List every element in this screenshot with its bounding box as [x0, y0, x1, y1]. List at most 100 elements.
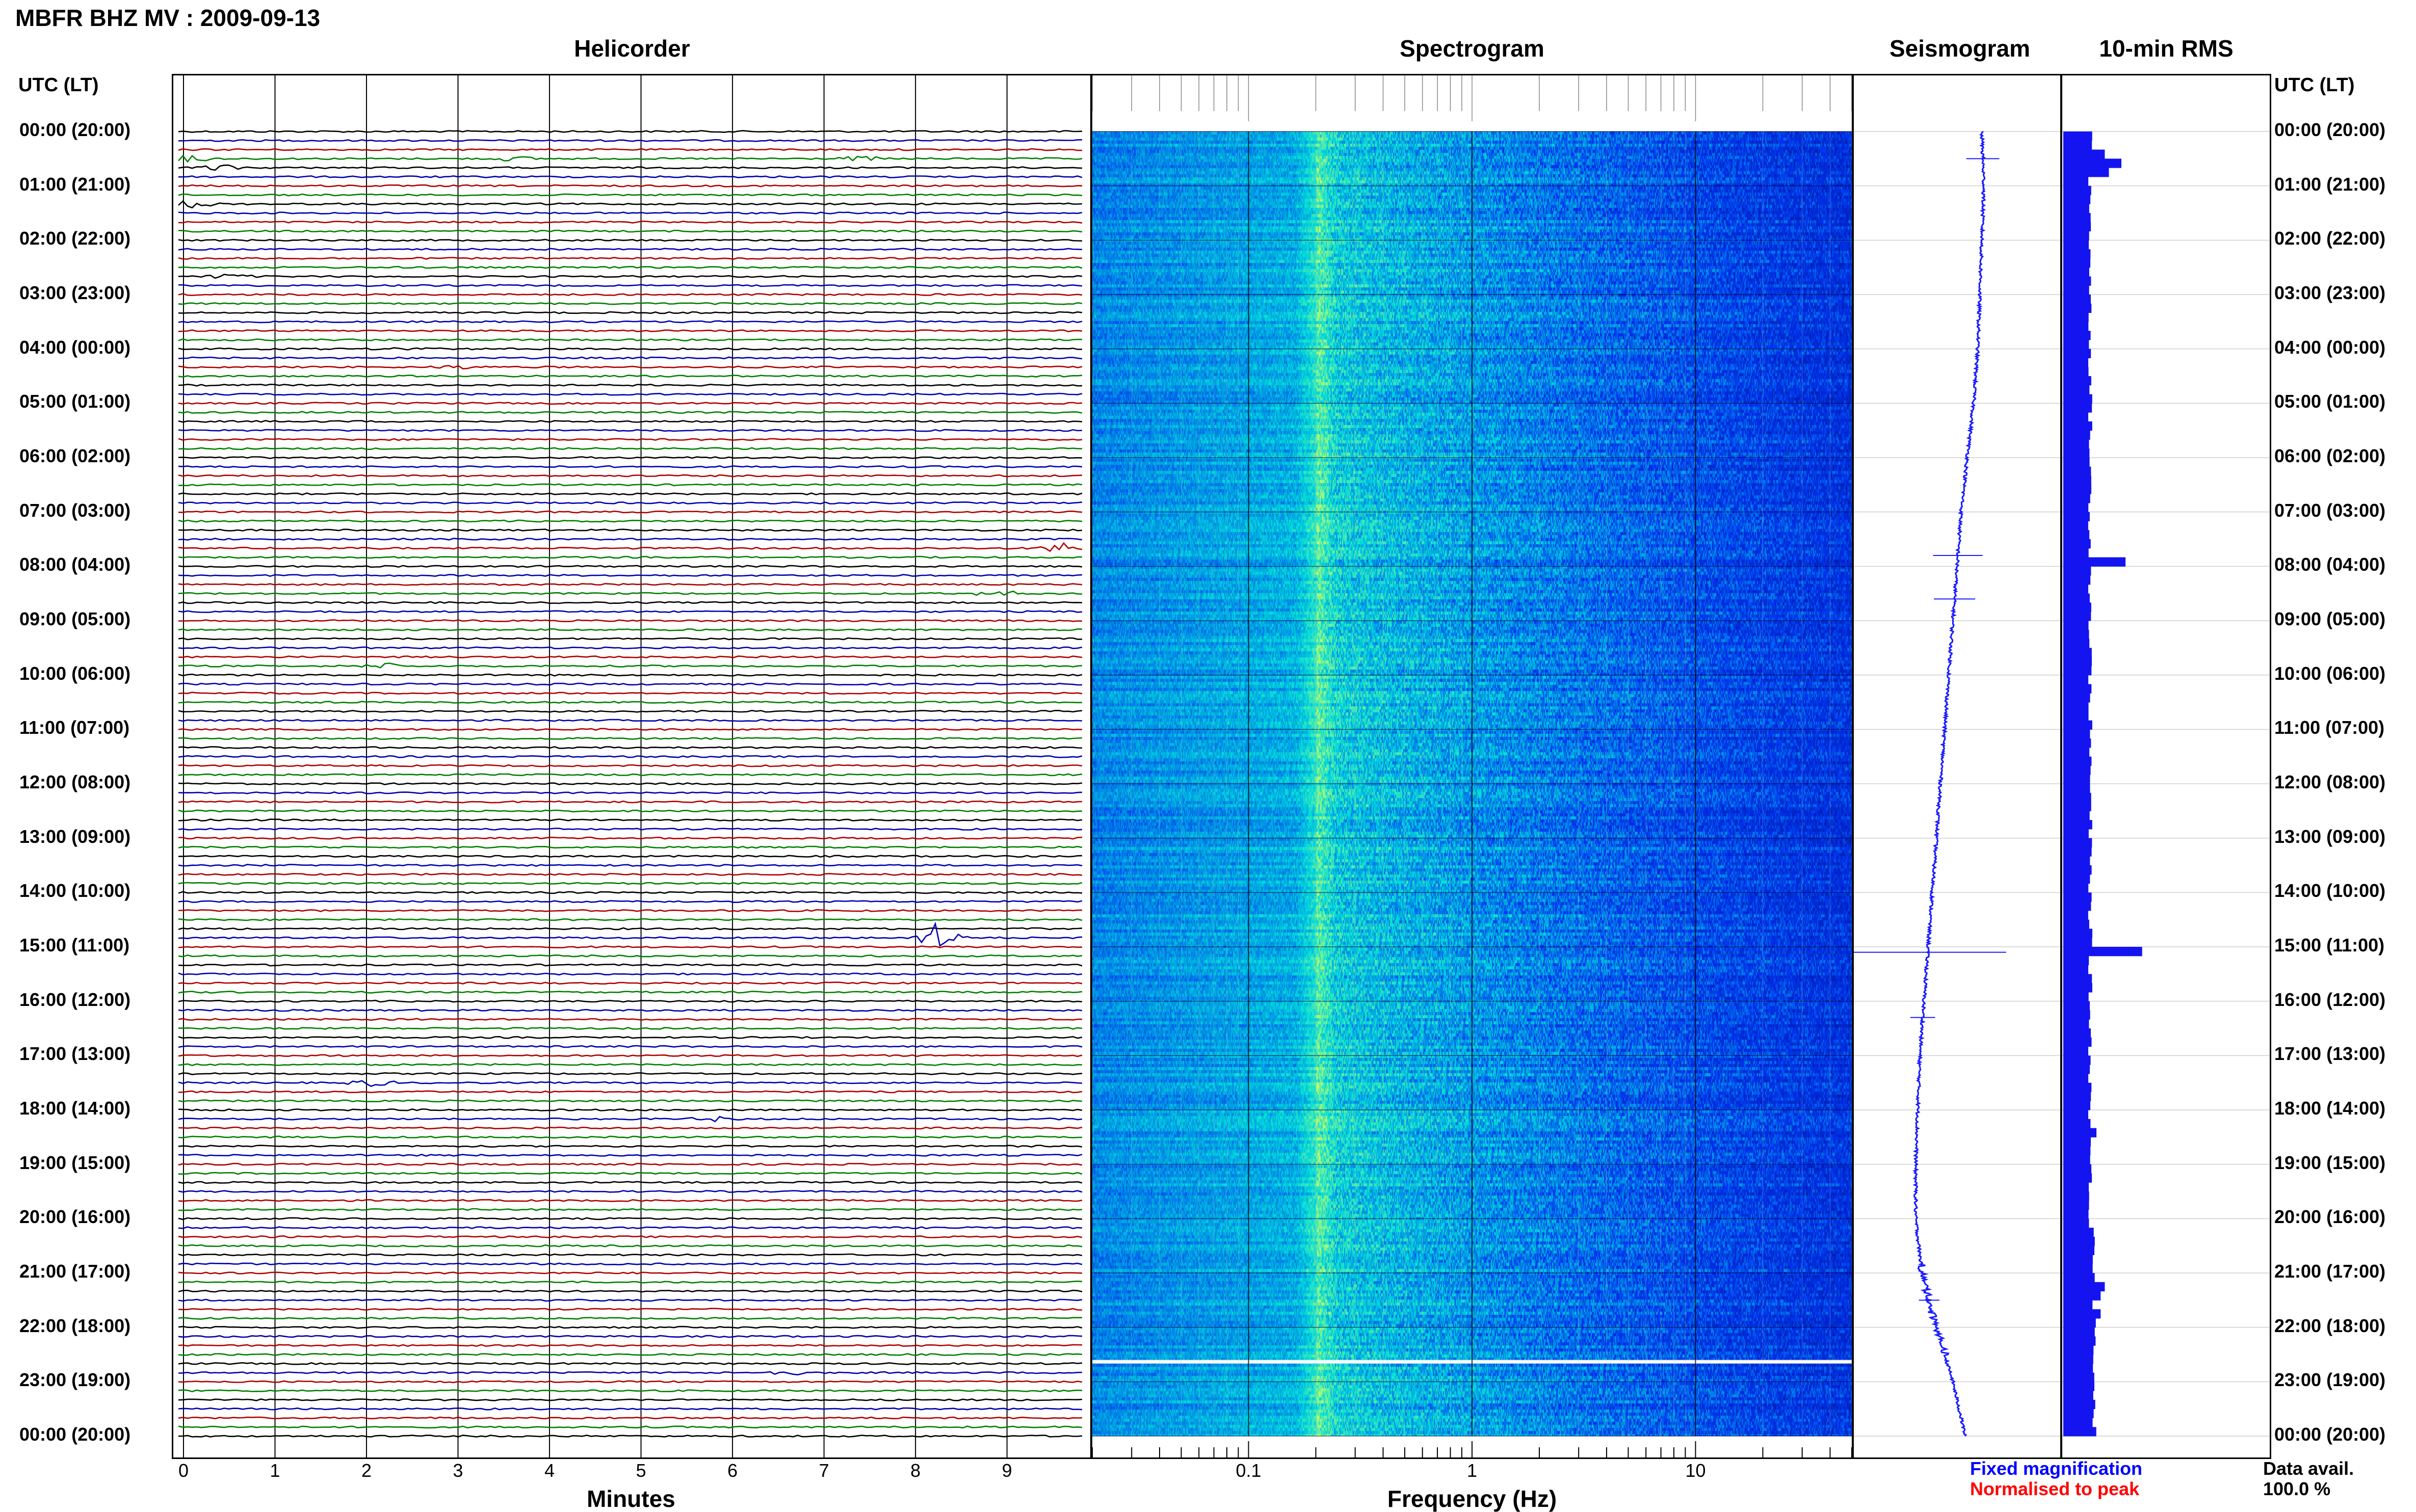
helicorder-trace: [178, 755, 1083, 758]
seismogram-trace: [1912, 130, 1986, 1437]
helicorder-trace: [178, 483, 1083, 487]
rms-bar: [2063, 1164, 2092, 1174]
rms-bar: [2063, 430, 2090, 440]
rms-bar: [2063, 901, 2091, 911]
helicorder-trace: [178, 1316, 1083, 1320]
helicorder-trace: [178, 1217, 1083, 1221]
helicorder-trace: [178, 1244, 1083, 1248]
rms-bar: [2063, 285, 2089, 295]
helicorder-trace: [178, 1380, 1083, 1384]
left-time-label: 10:00 (06:00): [19, 662, 131, 684]
rms-bar: [2063, 303, 2092, 313]
rms-bar: [2063, 910, 2088, 920]
right-time-label: 06:00 (02:00): [2274, 445, 2386, 466]
helicorder-trace: [178, 528, 1083, 532]
left-time-label: 12:00 (08:00): [19, 772, 131, 792]
rms-bar: [2063, 276, 2091, 286]
helicorder-trace: [178, 311, 1083, 314]
rms-bar: [2063, 947, 2142, 957]
rms-bar: [2063, 1282, 2105, 1292]
rms-bar: [2063, 385, 2090, 395]
helicorder-trace: [178, 248, 1083, 251]
left-time-label: 11:00 (07:00): [19, 717, 130, 738]
helicorder-trace: [178, 284, 1083, 287]
right-time-label: 09:00 (05:00): [2274, 608, 2386, 629]
rms-bar: [2063, 883, 2089, 893]
rms-bar: [2063, 1318, 2096, 1328]
right-time-label: 02:00 (22:00): [2274, 228, 2386, 249]
helicorder-trace: [178, 662, 1083, 669]
rms-bar: [2063, 485, 2091, 494]
helicorder-trace: [178, 737, 1083, 740]
helicorder-trace: [178, 1308, 1082, 1311]
helicorder-trace: [178, 447, 1083, 450]
spectrogram-grid: [1092, 75, 1852, 1457]
rms-bar: [2063, 639, 2090, 648]
rms-bar: [2063, 1363, 2093, 1373]
helicorder-trace: [178, 130, 1083, 133]
helicorder-trace: [178, 628, 1083, 631]
helicorder-trace: [178, 1036, 1083, 1039]
rms-bar: [2063, 295, 2091, 304]
page-title: MBFR BHZ MV : 2009-09-13: [15, 5, 321, 31]
seismogram-title: Seismogram: [1889, 35, 2031, 62]
rms-bar: [2063, 657, 2092, 667]
right-time-label: 03:00 (23:00): [2274, 282, 2386, 303]
rms-bar: [2063, 458, 2090, 467]
helicorder-trace: [178, 229, 1083, 233]
rms-bar: [2063, 1327, 2095, 1337]
helicorder-trace: [178, 655, 1083, 659]
minute-tick-label: 2: [361, 1460, 372, 1481]
helicorder-trace: [178, 1362, 1083, 1365]
rms-bar: [2063, 938, 2092, 947]
helicorder-trace: [178, 601, 1083, 604]
helicorder-trace: [178, 211, 1083, 215]
rms-bar: [2063, 1399, 2095, 1410]
helicorder-trace: [178, 646, 1083, 650]
helicorder-trace: [178, 383, 1083, 387]
rms-bar: [2063, 1110, 2088, 1120]
helicorder-trace: [178, 1398, 1083, 1401]
helicorder-trace: [178, 590, 1083, 596]
helicorder-trace: [178, 148, 1083, 151]
rms-bar: [2063, 1264, 2093, 1274]
helicorder-trace: [178, 701, 1083, 704]
spectrogram-title: Spectrogram: [1400, 35, 1544, 62]
rms-bar: [2063, 1427, 2096, 1437]
right-time-label: 05:00 (01:00): [2274, 391, 2386, 412]
helicorder-trace: [178, 818, 1083, 822]
helicorder-trace: [178, 746, 1083, 749]
helicorder-trace: [178, 764, 1083, 767]
rms-bar: [2063, 1345, 2094, 1355]
rms-bar: [2063, 1001, 2090, 1011]
helicorder-trace: [178, 1135, 1083, 1139]
minute-tick-label: 1: [270, 1460, 280, 1481]
rms-bar: [2063, 929, 2092, 938]
helicorder-trace: [178, 338, 1083, 341]
left-time-label: 08:00 (04:00): [19, 554, 131, 575]
rms-bar: [2063, 1218, 2089, 1228]
rms-bar: [2063, 983, 2092, 993]
helicorder-trace: [178, 293, 1083, 296]
helicorder-panel: [172, 74, 1092, 1459]
helicorder-trace: [178, 411, 1083, 414]
helicorder-trace: [178, 773, 1083, 777]
rms-bar: [2063, 1137, 2091, 1147]
helicorder-trace: [178, 900, 1083, 904]
helicorder-trace: [178, 1435, 1083, 1438]
helicorder-trace: [178, 1235, 1083, 1238]
rms-bar: [2063, 1309, 2101, 1319]
helicorder-trace: [178, 200, 1083, 209]
right-time-label: 14:00 (10:00): [2274, 880, 2386, 901]
spectrogram-panel: [1091, 74, 1853, 1459]
rms-bar: [2063, 1101, 2091, 1110]
helicorder-trace: [178, 637, 1083, 641]
rms-bar: [2063, 1092, 2091, 1101]
right-time-label: 22:00 (18:00): [2274, 1315, 2386, 1336]
rms-bar: [2063, 1409, 2094, 1418]
helicorder-trace: [178, 610, 1083, 614]
left-time-label: 05:00 (01:00): [19, 391, 131, 412]
rms-bar: [2063, 965, 2088, 974]
helicorder-trace: [178, 193, 1083, 197]
rms-bar: [2063, 856, 2090, 866]
